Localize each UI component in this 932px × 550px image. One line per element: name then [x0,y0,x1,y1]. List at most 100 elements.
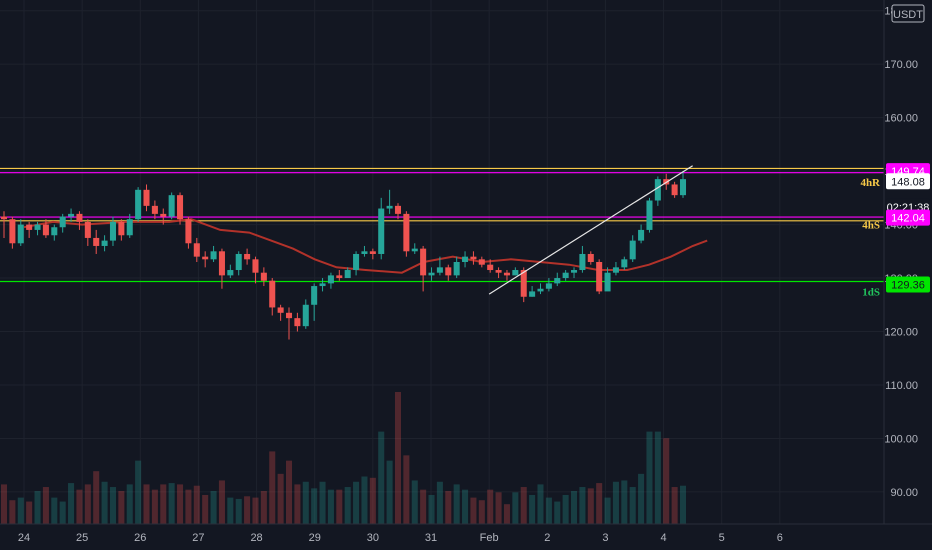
candle-body[interactable] [51,227,58,236]
candle-body[interactable] [218,251,225,276]
volume-bar [51,497,58,524]
candle-body[interactable] [638,229,645,241]
candle-body[interactable] [202,256,209,260]
candle-body[interactable] [277,307,284,313]
volume-bar [269,451,276,524]
candle-body[interactable] [311,286,318,305]
candle-body[interactable] [478,259,485,265]
candle-body[interactable] [327,275,334,284]
candle-body[interactable] [252,259,259,273]
candle-body[interactable] [654,179,661,201]
candle-body[interactable] [394,205,402,214]
volume-bar [109,487,116,524]
candle-body[interactable] [177,195,184,220]
candle-body[interactable] [436,267,443,273]
candle-body[interactable] [118,221,125,236]
candle-body[interactable] [193,243,200,257]
candle-body[interactable] [679,179,687,196]
candle-body[interactable] [512,270,519,276]
candle-body[interactable] [269,280,276,308]
volume-bar [604,497,611,524]
candle-body[interactable] [411,248,418,252]
candle-body[interactable] [361,251,368,254]
price-tag-label: 142.04 [891,213,925,225]
candle-body[interactable] [529,291,536,297]
candle-body[interactable] [319,283,326,287]
candle-body[interactable] [227,270,234,276]
candle-body[interactable] [101,240,108,246]
candle-body[interactable] [470,256,477,260]
candle-body[interactable] [93,237,100,246]
candle-body[interactable] [453,262,460,276]
x-tick-label: 26 [134,532,146,544]
candle-body[interactable] [562,272,569,279]
candle-body[interactable] [109,221,116,241]
candle-body[interactable] [260,272,267,281]
candle-body[interactable] [587,253,594,262]
candle-body[interactable] [545,283,552,289]
volume-bar [168,483,175,524]
trend-line[interactable] [488,165,693,295]
candle-body[interactable] [59,216,66,228]
candle-body[interactable] [403,213,410,252]
candle-body[interactable] [151,205,158,214]
candle-body[interactable] [160,213,167,217]
candle-body[interactable] [428,272,435,276]
candle-body[interactable] [42,224,49,236]
candle-body[interactable] [76,213,83,222]
candle-body[interactable] [9,219,16,244]
candle-body[interactable] [0,216,8,220]
candle-body[interactable] [369,251,376,254]
candle-body[interactable] [185,219,192,244]
candle-body[interactable] [126,219,133,236]
candle-body[interactable] [17,224,24,244]
candle-body[interactable] [143,189,150,206]
candle-body[interactable] [344,270,351,279]
candle-body[interactable] [135,189,142,220]
candle-body[interactable] [353,253,360,271]
candle-body[interactable] [68,213,75,217]
candle-body[interactable] [462,256,469,262]
candle-body[interactable] [235,253,242,271]
candle-body[interactable] [604,272,611,292]
x-tick-label: 29 [309,532,321,544]
time-axis[interactable]: 24 25 26 27 28 29 30 31 Feb 2 3 4 5 6 [18,532,783,544]
candle-body[interactable] [671,184,678,196]
candle-body[interactable] [210,251,217,260]
candle-body[interactable] [503,272,510,276]
candle-body[interactable] [445,267,452,276]
price-tag [886,173,930,190]
volume-bar [679,485,687,524]
candle-body[interactable] [420,248,427,276]
volume-bar [562,494,569,524]
candle-body[interactable] [537,288,544,292]
candle-body[interactable] [168,195,175,217]
currency-badge[interactable] [891,4,925,23]
horizontal-levels[interactable] [0,167,884,283]
candle-body[interactable] [336,275,343,279]
candle-body[interactable] [378,208,385,254]
candle-body[interactable] [386,205,393,209]
candle-body[interactable] [579,253,586,271]
candle-body[interactable] [26,224,33,230]
candle-body[interactable] [596,262,603,292]
trend-line-group[interactable] [488,165,693,295]
candle-body[interactable] [84,221,91,238]
candle-body[interactable] [520,270,527,297]
candle-body[interactable] [571,270,578,273]
candle-body[interactable] [646,200,653,230]
candles[interactable] [0,171,687,340]
candle-body[interactable] [554,278,561,284]
candle-body[interactable] [612,267,619,273]
candle-body[interactable] [495,270,502,273]
candle-body[interactable] [487,264,494,271]
candle-body[interactable] [302,304,309,327]
candle-body[interactable] [629,240,636,260]
candle-body[interactable] [294,318,301,327]
candle-body[interactable] [244,253,251,260]
candle-body[interactable] [34,224,41,230]
moving-average [23,218,708,274]
candle-body[interactable] [285,312,293,319]
candle-body[interactable] [621,259,628,268]
